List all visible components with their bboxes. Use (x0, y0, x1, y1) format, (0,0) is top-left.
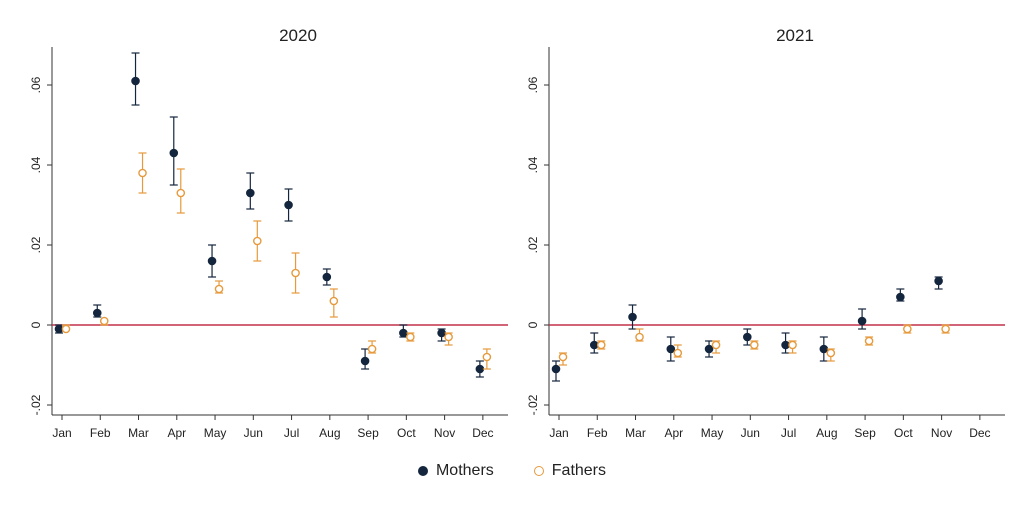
legend-item-mothers: Mothers (417, 462, 494, 480)
panel-2020-fathers-point (214, 284, 224, 294)
panel-2021-x-tick-label: Mar (625, 426, 646, 440)
panel-2020-mothers-point (92, 308, 102, 318)
panel-2020-y-tick-label: -.02 (29, 394, 43, 415)
panel-2020-mothers-point (131, 76, 140, 86)
panel-2021-y-tick-label: .04 (526, 156, 540, 173)
panel-2020-x-tick-label: Nov (434, 426, 455, 440)
panel-2020-fathers-point (99, 316, 109, 326)
panel-2020-fathers-point (406, 332, 415, 342)
panel-2021-x-tick-label: Aug (816, 426, 837, 440)
panel-2020-mothers-point (437, 328, 446, 338)
panel-2020-y-tick-label: .04 (29, 156, 43, 173)
panel-2021-x-tick-label: Oct (894, 426, 913, 440)
panel-2021-mothers-point (666, 344, 676, 354)
fathers-marker-icon (533, 466, 544, 476)
panel-2020-x-tick-label: Mar (128, 426, 149, 440)
panel-2020-fathers-point (176, 188, 186, 198)
panel-2021-y-tick-label: .06 (526, 76, 540, 93)
legend-item-fathers: Fathers (533, 462, 607, 480)
panel-2020-x-tick-label: May (204, 426, 227, 440)
panel-2021-mothers-point (704, 344, 714, 354)
panel-2020-fathers-point (61, 324, 71, 334)
panel-2021-fathers-point (750, 340, 759, 350)
legend-label-mothers: Mothers (435, 462, 494, 479)
panel-2020-x-tick-label: Apr (167, 426, 186, 440)
panel-2020-fathers-point (444, 332, 453, 342)
panel-2021-mothers-point (857, 316, 867, 326)
panel-2020-mothers-point (360, 356, 370, 366)
panel-2021-fathers-point (635, 332, 644, 342)
panel-2020-x-tick-label: Sep (357, 426, 379, 440)
panel-2020-fathers-point (367, 344, 377, 354)
panel-2021-mothers-point (781, 340, 790, 350)
panel-2020-y-tick-label: .02 (29, 236, 43, 253)
panel-2021-fathers-point (558, 352, 568, 362)
chart-svg: 2020 -.02 0 .02 .04 .06 Jan Feb Mar Apr May Jun Jul A… (29, 26, 1005, 440)
panel-2021-y-tick-label: -.02 (526, 394, 540, 415)
panel-2020-y-tick-label: .06 (29, 76, 43, 93)
panel-2020-y-tick-label: 0 (29, 321, 43, 328)
panel-2021-fathers-point (711, 340, 721, 350)
panel-2021-fathers-point (826, 348, 836, 358)
mothers-marker-icon (417, 466, 428, 476)
panel-2021-mothers-point (589, 340, 599, 350)
panel-2020-mothers-point (54, 324, 64, 334)
panel-2020-mothers-point (475, 364, 485, 374)
panel-2020-fathers-point (138, 168, 147, 178)
panel-2020-x-tick-label: Aug (319, 426, 340, 440)
panel-2021-x-tick-label: Jan (549, 426, 568, 440)
panel-2021-fathers-point (788, 340, 797, 350)
panel-2021-mothers-point (896, 292, 905, 302)
panel-2020-x-tick-label: Dec (472, 426, 493, 440)
panel-2020-mothers-point (399, 328, 408, 338)
panel-2020-mothers-point (246, 188, 255, 198)
panel-2021-mothers-point (819, 344, 829, 354)
panel-2020-mothers-point (169, 148, 179, 158)
panel-2021-x-tick-label: Sep (854, 426, 876, 440)
panel-2021-mothers-point (628, 312, 637, 322)
panel-2020-title: 2020 (279, 26, 317, 45)
panel-2021-title: 2021 (776, 26, 814, 45)
panel-2021-y-tick-label: .02 (526, 236, 540, 253)
panel-2021-mothers-point (551, 364, 561, 374)
panel-2020-mothers-point (207, 256, 217, 266)
panel-2020-fathers-point (291, 268, 300, 278)
panel-2020-fathers-point (329, 296, 339, 306)
legend: Mothers Fathers (0, 462, 1024, 480)
panel-2020-mothers-point (284, 200, 293, 210)
panel-2021-y-tick-label: 0 (526, 321, 540, 328)
panel-2020-x-tick-label: Oct (397, 426, 416, 440)
panel-2021-fathers-point (673, 348, 683, 358)
panel-2020-x-tick-label: Jul (284, 426, 299, 440)
panel-2020-x-tick-label: Feb (90, 426, 111, 440)
panel-2021-x-tick-label: May (701, 426, 724, 440)
panel-2021-fathers-point (864, 336, 874, 346)
panel-2021-mothers-point (934, 276, 943, 286)
panel-2021-x-tick-label: Feb (587, 426, 608, 440)
panel-2021-x-tick-label: Jun (741, 426, 760, 440)
panel-2021-mothers-point (743, 332, 752, 342)
panel-2021-fathers-point (903, 324, 912, 334)
panel-2020-fathers-point (253, 236, 262, 246)
panel-2021-fathers-point (941, 324, 950, 334)
panel-2020-x-tick-label: Jun (244, 426, 263, 440)
panel-2020-x-tick-label: Jan (52, 426, 71, 440)
panel-2021-x-tick-label: Nov (931, 426, 952, 440)
panel-2021-x-tick-label: Dec (969, 426, 990, 440)
panel-2021-x-tick-label: Apr (664, 426, 683, 440)
panel-2020-fathers-point (482, 352, 492, 362)
panel-2020-mothers-point (322, 272, 332, 282)
panel-2021-fathers-point (596, 340, 606, 350)
legend-label-fathers: Fathers (551, 462, 607, 479)
panel-2021-x-tick-label: Jul (781, 426, 796, 440)
